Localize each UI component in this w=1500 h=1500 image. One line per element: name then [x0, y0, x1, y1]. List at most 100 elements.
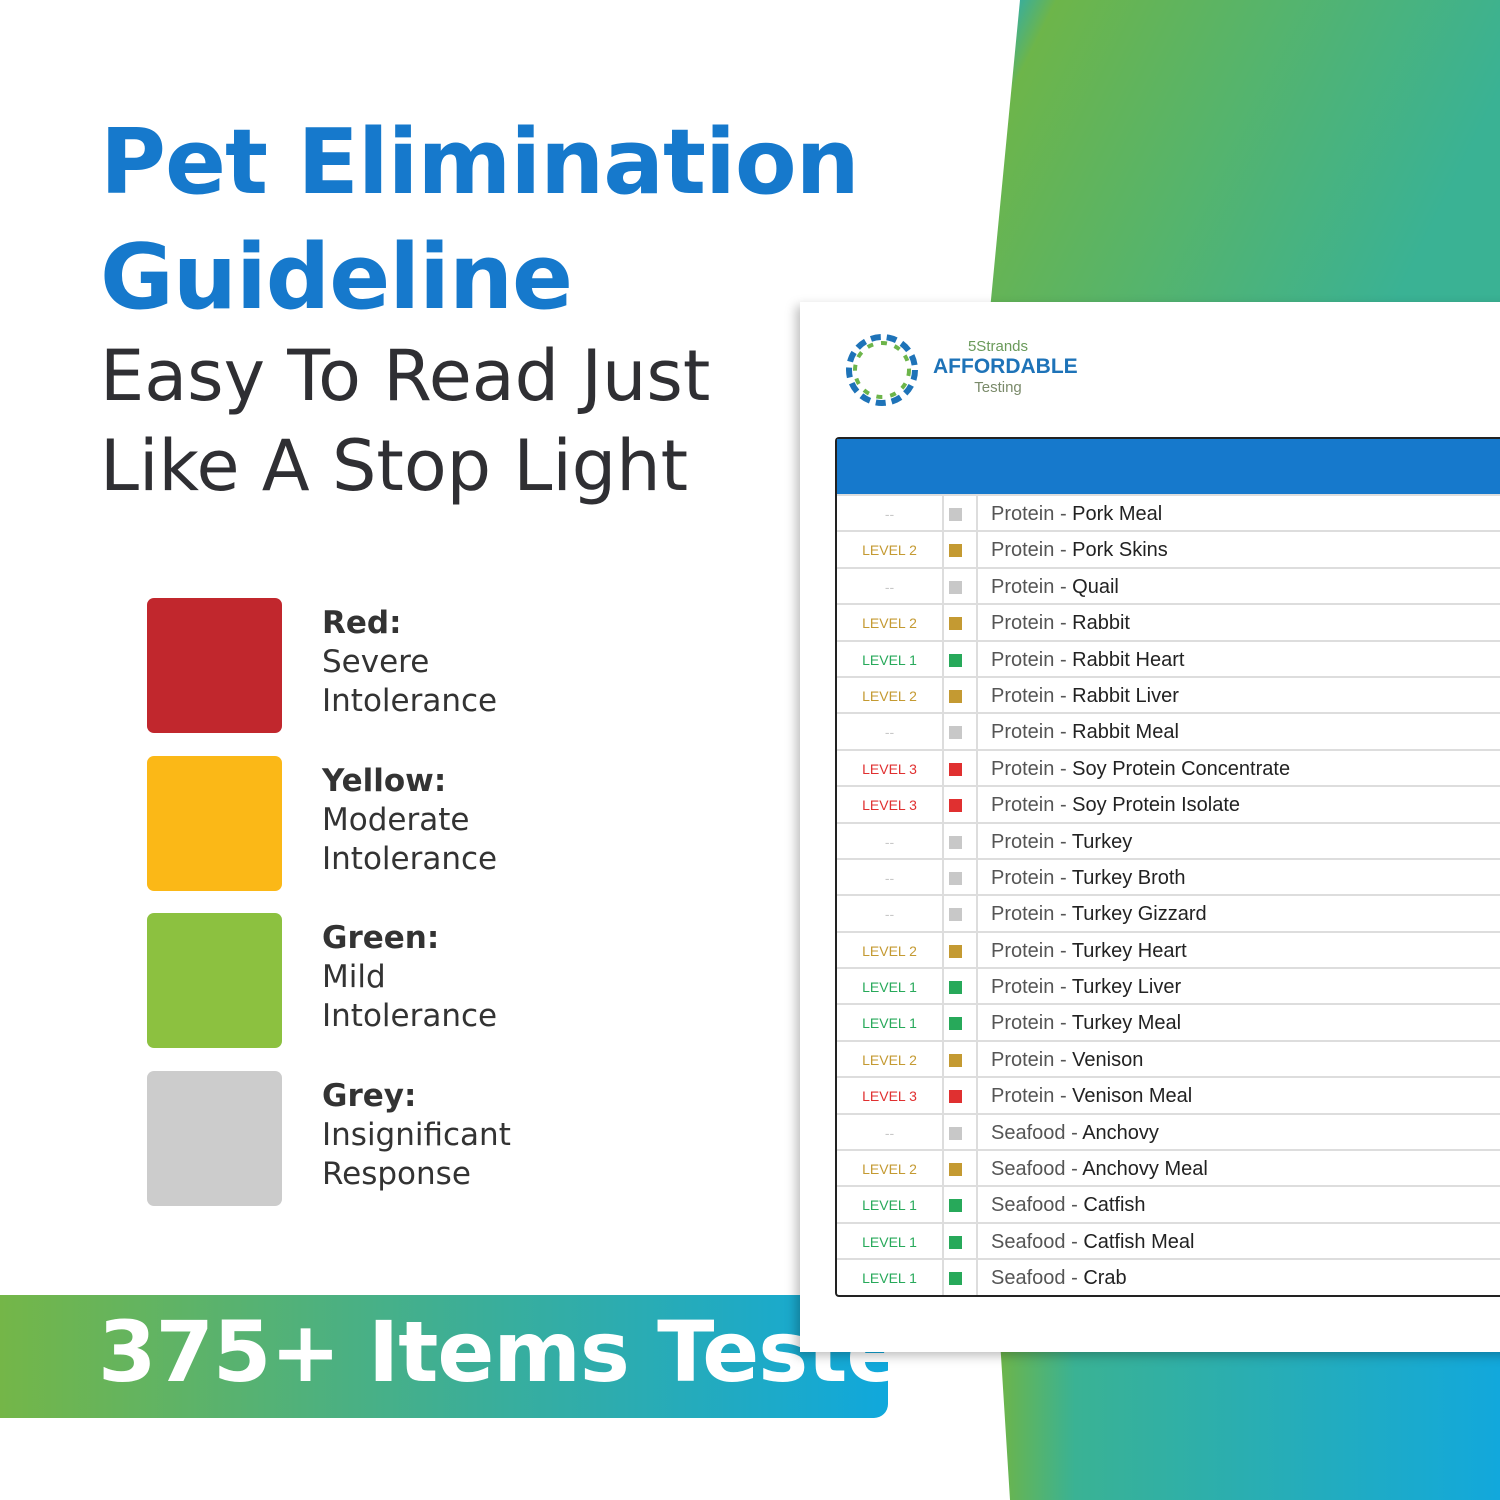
table-row: -- Protein - Rabbit Meal	[837, 712, 1500, 749]
level-label: --	[837, 714, 944, 749]
column-divider	[976, 568, 978, 604]
table-row: LEVEL 1 Seafood - Catfish Meal	[837, 1221, 1500, 1259]
column-divider	[976, 1005, 978, 1040]
legend-description: Insignificant	[322, 1116, 511, 1153]
column-divider	[976, 823, 978, 858]
legend-label: Green:	[322, 920, 440, 956]
level-label: LEVEL 2	[837, 532, 944, 567]
level-label: LEVEL 2	[837, 932, 944, 968]
item-category: Protein	[991, 539, 1055, 562]
level-label: LEVEL 2	[837, 677, 944, 713]
level-indicator	[949, 1053, 962, 1067]
level-indicator	[949, 981, 962, 995]
item-text: Protein - Pork Meal	[991, 496, 1162, 532]
logo-middle: AFFORDABLE	[933, 355, 1078, 378]
level-label: LEVEL 3	[837, 750, 944, 786]
logo-text: 5Strands AFFORDABLE Testing	[933, 338, 1078, 396]
table-row: LEVEL 2 Protein - Rabbit Liver	[837, 675, 1500, 713]
item-text: Protein - Venison	[991, 1042, 1143, 1078]
item-name: Quail	[1072, 575, 1119, 598]
level-indicator	[949, 762, 962, 776]
legend-swatch	[147, 1070, 282, 1206]
item-separator: -	[1059, 866, 1067, 889]
column-divider	[976, 1260, 978, 1295]
legend-description: Mild	[322, 959, 386, 995]
logo-icon	[846, 334, 918, 406]
item-category: Protein	[991, 1048, 1055, 1071]
table-row: -- Seafood - Anchovy	[837, 1112, 1500, 1151]
legend-text: Green: Mild Intolerance	[322, 919, 497, 1036]
item-category: Seafood	[991, 1158, 1066, 1181]
item-text: Seafood - Crab	[991, 1260, 1127, 1296]
level-label: LEVEL 1	[837, 1005, 944, 1040]
legend-label: Grey:	[322, 1077, 417, 1114]
item-text: Protein - Turkey Meal	[991, 1005, 1181, 1041]
column-divider	[976, 605, 978, 640]
item-category: Seafood	[991, 1194, 1066, 1217]
item-separator: -	[1071, 1267, 1078, 1290]
table-row: LEVEL 2 Seafood - Anchovy Meal	[837, 1149, 1500, 1186]
item-name: Soy Protein Concentrate	[1072, 757, 1291, 780]
level-indicator	[949, 580, 962, 594]
table-row: LEVEL 1 Protein - Turkey Liver	[837, 967, 1500, 1005]
logo-top: 5Strands	[967, 338, 1029, 355]
table-row: -- Protein - Pork Meal	[837, 494, 1500, 532]
legend-swatch	[147, 755, 282, 891]
column-divider	[976, 532, 978, 567]
item-category: Protein	[991, 1085, 1055, 1108]
item-category: Protein	[991, 866, 1055, 889]
level-label: LEVEL 3	[837, 787, 944, 822]
legend-description: Intolerance	[322, 840, 498, 877]
banner: 375+ Items Tested	[0, 1295, 962, 1418]
level-indicator	[949, 1126, 962, 1140]
table-row: LEVEL 1 Protein - Turkey Meal	[837, 1003, 1500, 1041]
results-table: -- Protein - Pork Meal LEVEL 2 Protein - Po…	[835, 437, 1500, 1297]
level-label: LEVEL 1	[837, 969, 944, 1004]
item-separator: -	[1059, 757, 1067, 780]
legend-description: Intolerance	[322, 998, 498, 1034]
top-shape	[990, 0, 1500, 310]
level-indicator	[949, 944, 962, 958]
level-label: LEVEL 2	[837, 605, 944, 640]
level-label: LEVEL 2	[837, 1041, 944, 1077]
level-label: --	[837, 896, 944, 931]
level-label: --	[837, 859, 944, 895]
item-name: Turkey	[1071, 830, 1133, 853]
column-divider	[976, 1041, 978, 1077]
item-text: Protein - Turkey Heart	[991, 933, 1187, 969]
item-name: Turkey Liver	[1071, 976, 1182, 999]
level-indicator	[949, 1235, 962, 1249]
column-divider	[976, 1187, 978, 1222]
item-text: Protein - Quail	[991, 569, 1119, 605]
level-indicator	[949, 871, 962, 885]
item-category: Protein	[991, 612, 1055, 635]
table-row: LEVEL 2 Protein - Turkey Heart	[837, 930, 1500, 969]
level-indicator	[949, 799, 962, 813]
legend-swatch	[147, 598, 282, 733]
item-separator: -	[1071, 1230, 1078, 1253]
item-separator: -	[1059, 903, 1067, 926]
item-text: Protein - Soy Protein Concentrate	[991, 751, 1290, 787]
table-row: LEVEL 3 Protein - Soy Protein Concentrate	[837, 748, 1500, 787]
item-name: Pork Skins	[1072, 539, 1168, 562]
item-text: Protein - Turkey Liver	[991, 969, 1181, 1005]
item-separator: -	[1071, 1158, 1078, 1181]
table-row: LEVEL 3 Protein - Soy Protein Isolate	[837, 785, 1500, 822]
level-label: --	[837, 568, 944, 604]
level-label: --	[837, 1114, 944, 1150]
item-name: Turkey Broth	[1071, 866, 1186, 889]
table-row: -- Protein - Turkey Gizzard	[837, 894, 1500, 932]
title: Pet Elimination	[100, 110, 860, 215]
column-divider	[976, 641, 978, 676]
item-text: Seafood - Anchovy	[991, 1115, 1159, 1151]
level-indicator	[949, 1199, 962, 1213]
item-category: Protein	[991, 1012, 1055, 1035]
item-category: Protein	[991, 648, 1055, 671]
item-name: Catfish	[1083, 1194, 1146, 1217]
item-name: Crab	[1083, 1267, 1127, 1290]
item-text: Protein - Turkey Gizzard	[991, 896, 1207, 932]
level-indicator	[949, 508, 962, 521]
item-name: Pork Meal	[1072, 503, 1163, 525]
column-divider	[976, 787, 978, 822]
